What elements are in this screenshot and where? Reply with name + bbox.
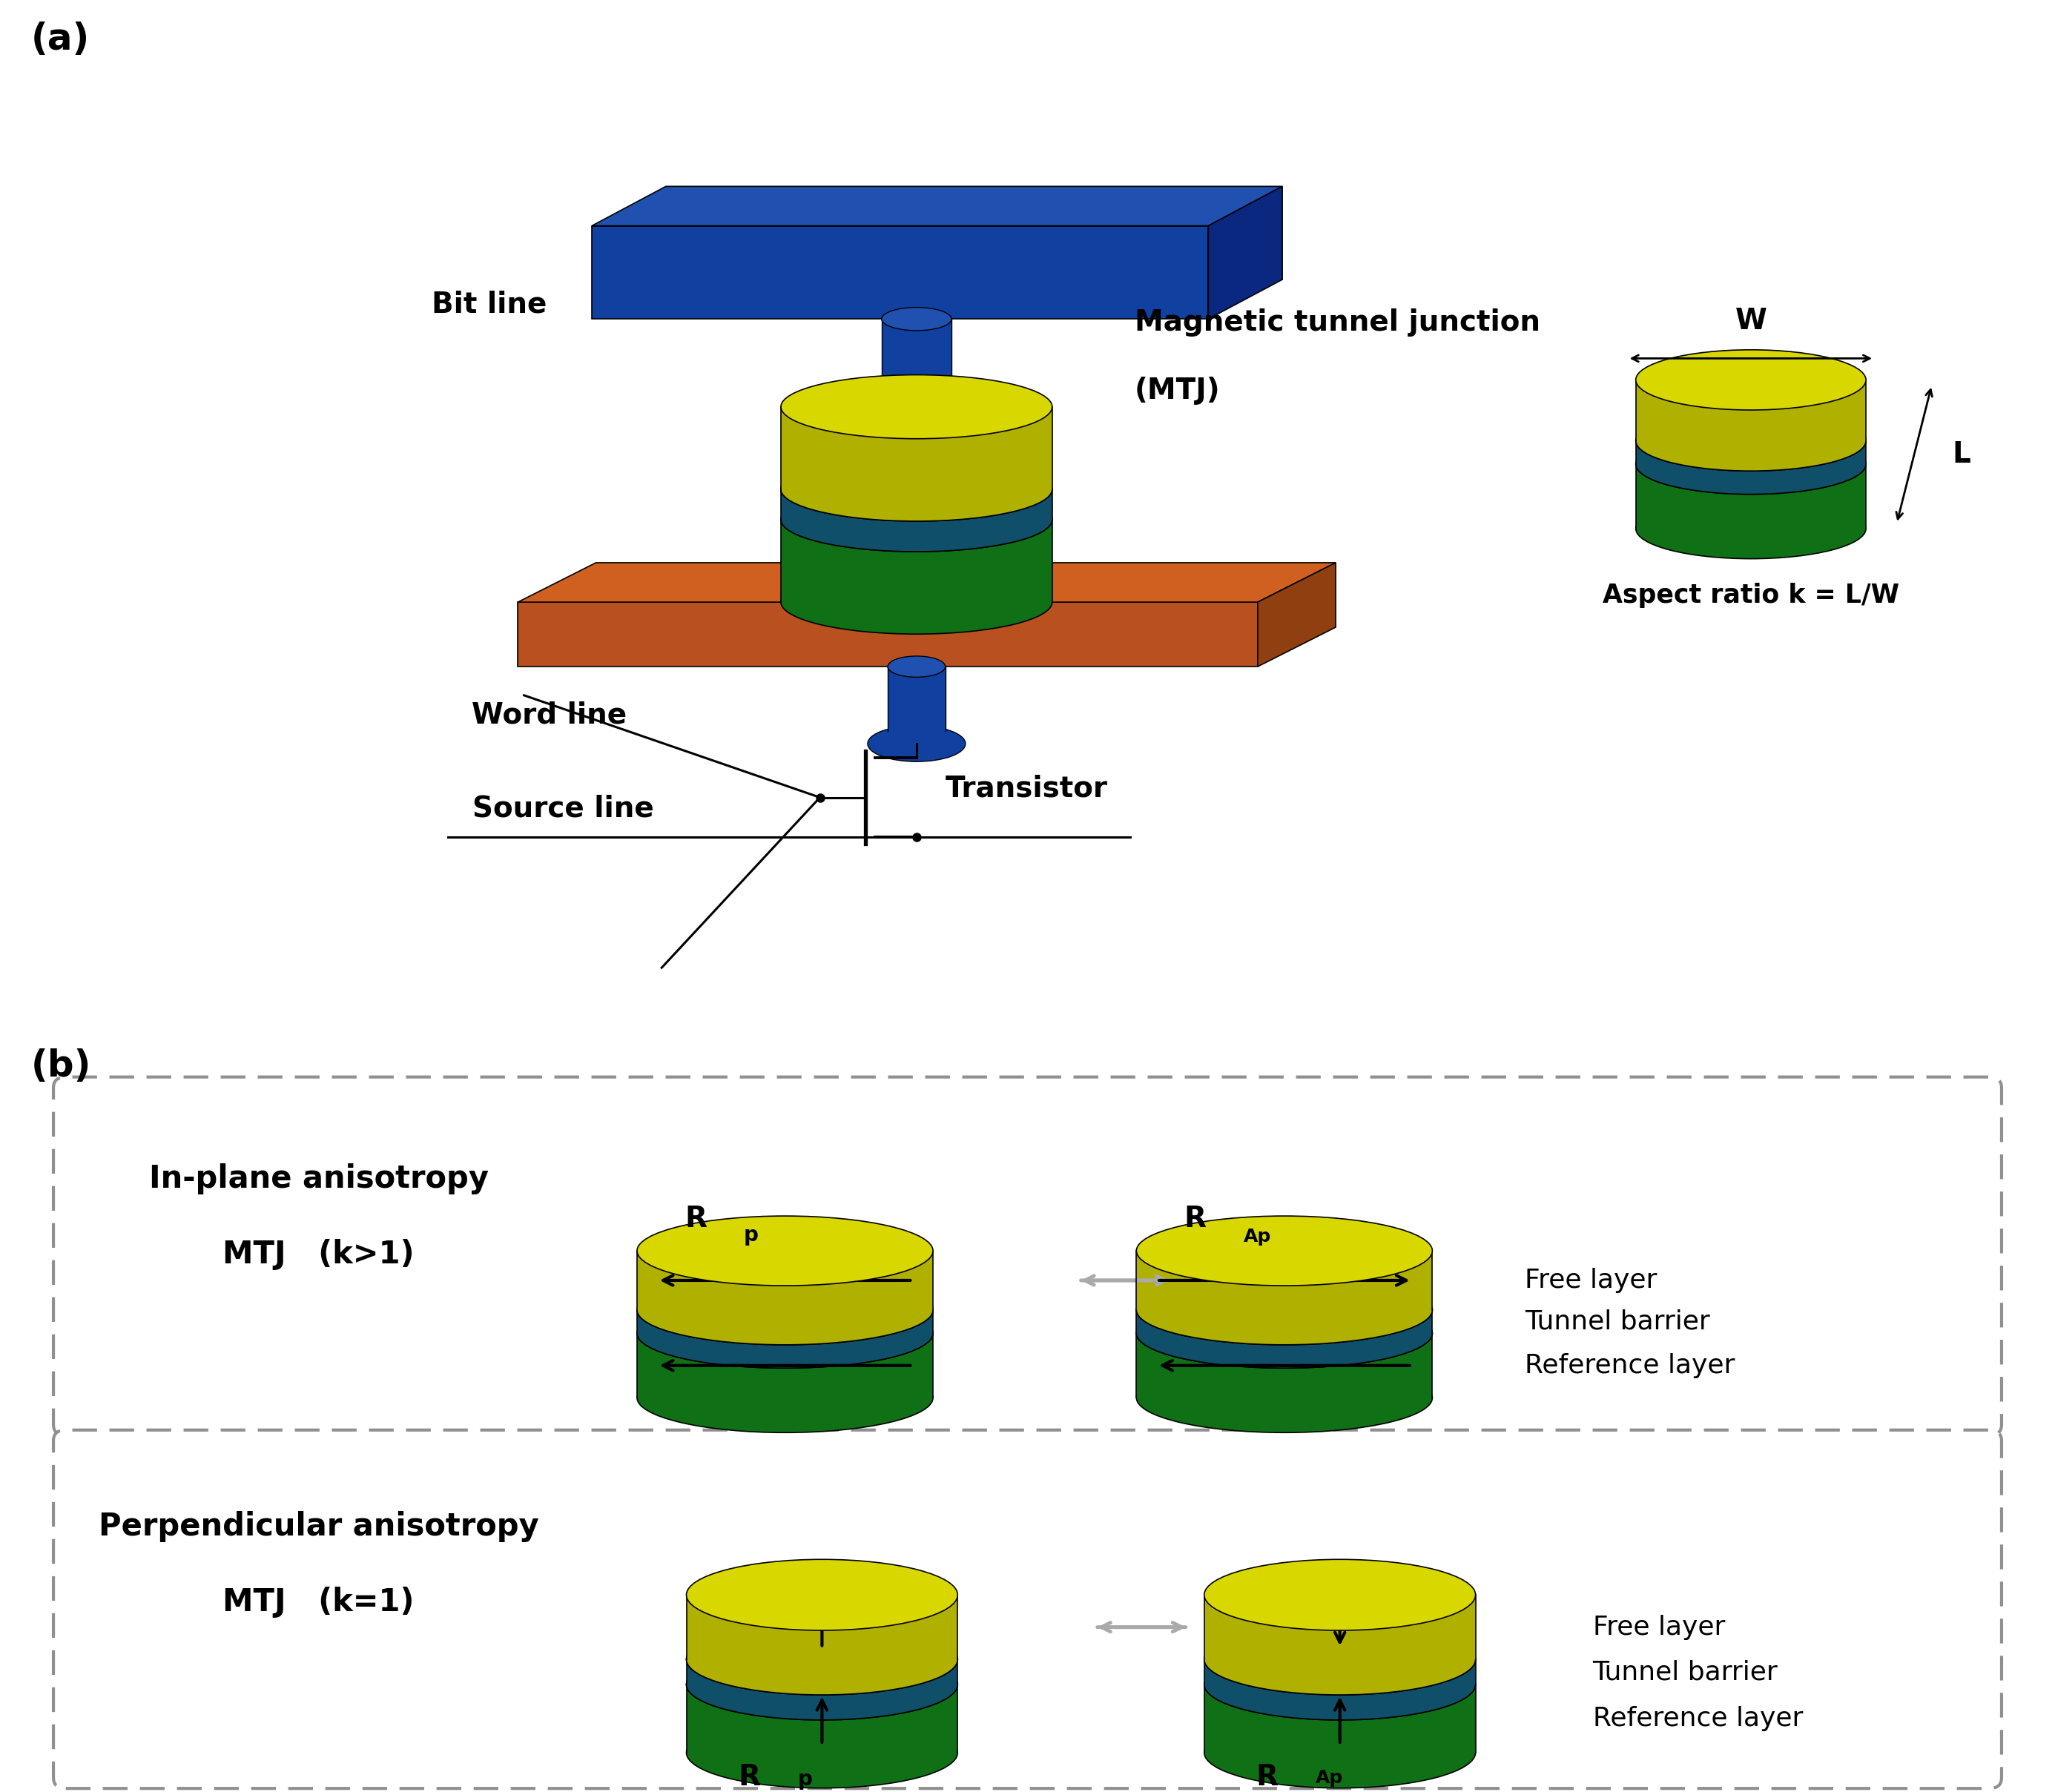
Ellipse shape xyxy=(781,487,1052,552)
Text: Aspect ratio k = L/W: Aspect ratio k = L/W xyxy=(1603,582,1899,607)
Ellipse shape xyxy=(1636,349,1866,410)
Ellipse shape xyxy=(637,1299,933,1367)
Text: Reference layer: Reference layer xyxy=(1525,1353,1734,1378)
Polygon shape xyxy=(686,1659,958,1684)
Ellipse shape xyxy=(1204,1624,1475,1695)
Text: p: p xyxy=(744,1224,758,1245)
Ellipse shape xyxy=(686,1559,958,1631)
Polygon shape xyxy=(882,319,951,434)
Polygon shape xyxy=(1136,1251,1432,1310)
FancyBboxPatch shape xyxy=(53,1430,2002,1788)
Text: R: R xyxy=(738,1763,760,1792)
Polygon shape xyxy=(1136,1333,1432,1398)
Text: Source line: Source line xyxy=(473,794,653,823)
Ellipse shape xyxy=(637,1217,933,1285)
Polygon shape xyxy=(592,186,1282,226)
Ellipse shape xyxy=(781,457,1052,521)
Text: R: R xyxy=(684,1204,707,1233)
Ellipse shape xyxy=(1204,1717,1475,1788)
Ellipse shape xyxy=(637,1276,933,1344)
Ellipse shape xyxy=(1636,434,1866,495)
Text: Tunnel barrier: Tunnel barrier xyxy=(1525,1308,1710,1335)
Ellipse shape xyxy=(1136,1276,1432,1344)
Ellipse shape xyxy=(1136,1276,1432,1344)
Ellipse shape xyxy=(637,1276,933,1344)
Text: R: R xyxy=(1184,1204,1206,1233)
Ellipse shape xyxy=(637,1364,933,1432)
Polygon shape xyxy=(781,520,1052,602)
Ellipse shape xyxy=(1136,1299,1432,1367)
Ellipse shape xyxy=(1636,434,1866,495)
Ellipse shape xyxy=(888,656,945,677)
Text: Ap: Ap xyxy=(1315,1769,1342,1787)
Text: (a): (a) xyxy=(31,22,90,57)
Ellipse shape xyxy=(867,726,966,762)
Ellipse shape xyxy=(888,720,945,742)
FancyBboxPatch shape xyxy=(53,1077,2002,1435)
Polygon shape xyxy=(637,1310,933,1333)
Polygon shape xyxy=(637,1333,933,1398)
Ellipse shape xyxy=(686,1624,958,1695)
Polygon shape xyxy=(1636,441,1866,464)
Polygon shape xyxy=(1258,563,1336,667)
Text: Reference layer: Reference layer xyxy=(1593,1706,1802,1731)
Ellipse shape xyxy=(781,457,1052,521)
Text: p: p xyxy=(797,1769,812,1790)
Polygon shape xyxy=(1204,1659,1475,1684)
Text: Perpendicular anisotropy: Perpendicular anisotropy xyxy=(99,1511,538,1543)
Text: (b): (b) xyxy=(31,1048,90,1084)
Ellipse shape xyxy=(1636,410,1866,471)
Ellipse shape xyxy=(1136,1217,1432,1285)
Text: Word line: Word line xyxy=(473,701,627,729)
Text: Ap: Ap xyxy=(1243,1228,1270,1245)
Ellipse shape xyxy=(686,1649,958,1720)
Text: MTJ   (k>1): MTJ (k>1) xyxy=(222,1238,415,1271)
Polygon shape xyxy=(518,602,1258,667)
Ellipse shape xyxy=(1136,1364,1432,1432)
Ellipse shape xyxy=(882,423,951,444)
Ellipse shape xyxy=(686,1624,958,1695)
Text: (MTJ): (MTJ) xyxy=(1134,376,1221,405)
Polygon shape xyxy=(1208,186,1282,319)
Ellipse shape xyxy=(1136,1299,1432,1367)
Text: R: R xyxy=(1256,1763,1278,1792)
Ellipse shape xyxy=(686,1717,958,1788)
Ellipse shape xyxy=(781,375,1052,439)
Polygon shape xyxy=(781,407,1052,489)
Text: Free layer: Free layer xyxy=(1525,1267,1656,1294)
Text: Magnetic tunnel junction: Magnetic tunnel junction xyxy=(1134,308,1539,337)
Ellipse shape xyxy=(882,308,951,330)
Text: MTJ   (k=1): MTJ (k=1) xyxy=(222,1586,415,1618)
Polygon shape xyxy=(518,563,1336,602)
Ellipse shape xyxy=(1636,498,1866,559)
Polygon shape xyxy=(888,667,945,731)
Text: Tunnel barrier: Tunnel barrier xyxy=(1593,1659,1778,1684)
Text: Free layer: Free layer xyxy=(1593,1615,1724,1640)
Ellipse shape xyxy=(686,1649,958,1720)
Polygon shape xyxy=(686,1595,958,1659)
Polygon shape xyxy=(781,489,1052,520)
Text: Transistor: Transistor xyxy=(945,774,1108,803)
Polygon shape xyxy=(1136,1310,1432,1333)
Ellipse shape xyxy=(1204,1649,1475,1720)
Ellipse shape xyxy=(1636,410,1866,471)
Polygon shape xyxy=(1204,1595,1475,1659)
Polygon shape xyxy=(592,226,1208,319)
Polygon shape xyxy=(686,1684,958,1753)
Polygon shape xyxy=(1636,380,1866,441)
Ellipse shape xyxy=(1204,1649,1475,1720)
Ellipse shape xyxy=(637,1299,933,1367)
Polygon shape xyxy=(637,1251,933,1310)
Ellipse shape xyxy=(781,570,1052,634)
Polygon shape xyxy=(1636,464,1866,529)
Ellipse shape xyxy=(781,487,1052,552)
Text: In-plane anisotropy: In-plane anisotropy xyxy=(148,1163,489,1195)
Polygon shape xyxy=(1204,1684,1475,1753)
Text: Bit line: Bit line xyxy=(432,290,547,319)
Text: L: L xyxy=(1952,441,1971,468)
Ellipse shape xyxy=(1204,1559,1475,1631)
Ellipse shape xyxy=(1204,1624,1475,1695)
Text: W: W xyxy=(1734,306,1767,335)
